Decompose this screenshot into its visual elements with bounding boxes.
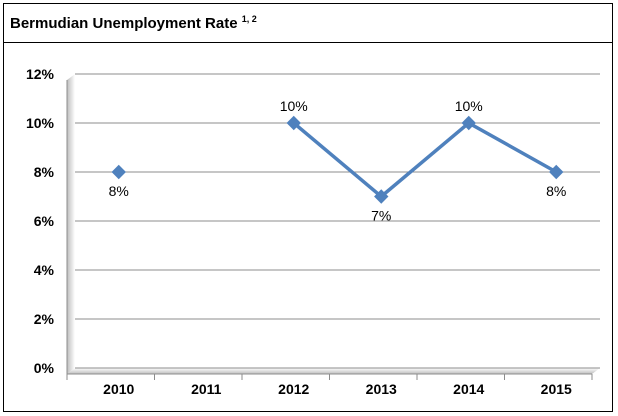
data-point-marker [549,164,564,180]
title-bar: Bermudian Unemployment Rate 1, 2 [4,4,612,43]
plot-floor [67,368,600,374]
chart-frame: Bermudian Unemployment Rate 1, 2 [3,3,613,412]
data-point-marker [286,115,301,131]
x-tick-label: 2013 [366,381,397,397]
series-line-segment [467,121,558,174]
y-tick-label: 10% [26,115,55,131]
chart-title-text: Bermudian Unemployment Rate [10,15,238,32]
data-label: 10% [280,98,308,114]
x-tick-label: 2010 [103,381,134,397]
data-label: 8% [109,183,129,199]
x-tick-label: 2014 [453,381,484,397]
y-tick-label: 2% [34,311,55,327]
x-tick-label: 2012 [278,381,309,397]
chart-title: Bermudian Unemployment Rate 1, 2 [10,14,257,33]
y-tick-label: 6% [34,213,55,229]
y-tick-label: 0% [34,360,55,376]
data-point-marker [374,189,389,204]
data-point-marker [111,164,126,180]
y-tick-label: 12% [26,66,55,82]
data-label: 8% [546,183,566,199]
x-tick-label: 2011 [191,381,222,397]
y-tick-label: 4% [34,262,55,278]
series-line-segment [379,121,471,199]
plot-side-wall [67,74,75,374]
data-point-marker [461,115,476,131]
chart-title-superscript: 1, 2 [241,14,257,24]
data-label: 10% [455,98,483,114]
x-tick-label: 2015 [541,381,572,397]
y-tick-label: 8% [34,164,55,180]
data-label: 7% [371,208,391,224]
series-line-segment [292,121,383,199]
